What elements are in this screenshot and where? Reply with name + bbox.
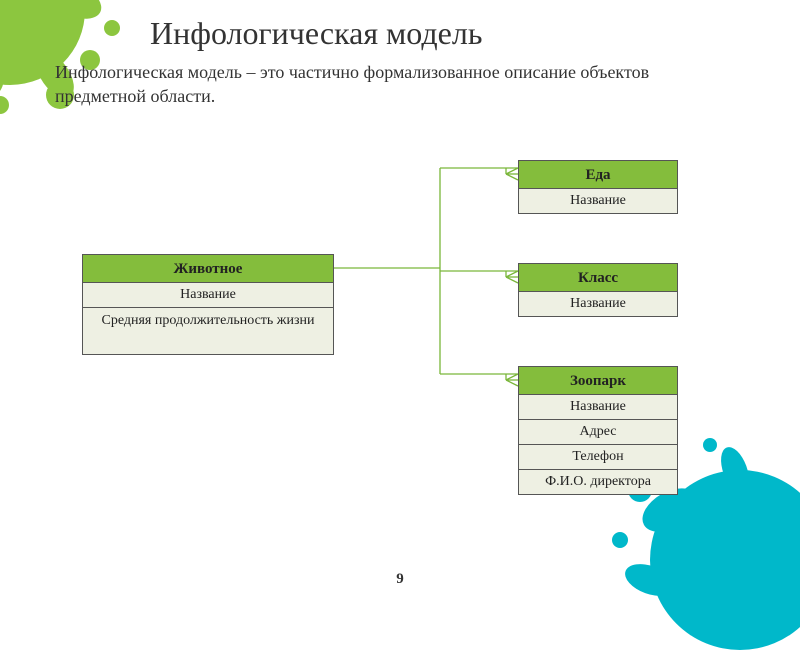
entity-zoo-row: Ф.И.О. директора xyxy=(519,470,677,494)
entity-animal-header: Животное xyxy=(83,255,333,283)
entity-animal-row: Средняя продолжительность жизни xyxy=(83,308,333,354)
page-number: 9 xyxy=(396,571,404,588)
page-title: Инфологическая модель xyxy=(150,15,482,52)
entity-animal: ЖивотноеНазваниеСредняя продолжительност… xyxy=(82,254,334,355)
entity-food: ЕдаНазвание xyxy=(518,160,678,214)
entity-class: КлассНазвание xyxy=(518,263,678,317)
entity-food-header: Еда xyxy=(519,161,677,189)
entity-class-header: Класс xyxy=(519,264,677,292)
entity-zoo-row: Название xyxy=(519,395,677,420)
entity-zoo: ЗоопаркНазваниеАдресТелефонФ.И.О. директ… xyxy=(518,366,678,495)
entity-animal-row: Название xyxy=(83,283,333,308)
entity-zoo-row: Адрес xyxy=(519,420,677,445)
entity-zoo-header: Зоопарк xyxy=(519,367,677,395)
entity-class-row: Название xyxy=(519,292,677,316)
entity-food-row: Название xyxy=(519,189,677,213)
page-subtitle: Инфологическая модель – это частично фор… xyxy=(55,60,735,109)
entity-zoo-row: Телефон xyxy=(519,445,677,470)
